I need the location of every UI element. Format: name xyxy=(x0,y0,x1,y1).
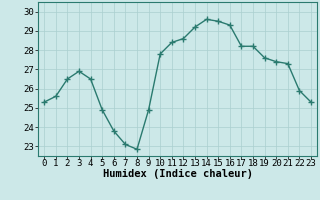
X-axis label: Humidex (Indice chaleur): Humidex (Indice chaleur) xyxy=(103,169,252,179)
